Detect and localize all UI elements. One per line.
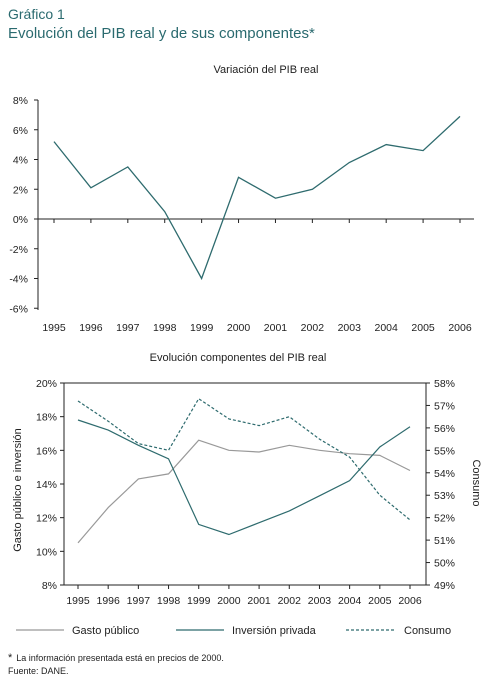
chart1-y-tick-label: 2% xyxy=(13,184,28,196)
chart1-y-tick-label: 4% xyxy=(13,155,28,167)
chart2-y-left-tick-label: 10% xyxy=(36,546,57,558)
chart1-x-tick-label: 1997 xyxy=(116,322,140,334)
chart1-x-tick-label: 2005 xyxy=(411,322,435,334)
chart2-y-right-tick-label: 57% xyxy=(434,400,455,412)
figure-label: Gráfico 1 xyxy=(8,6,65,22)
chart2-title: Evolución componentes del PIB real xyxy=(150,352,327,364)
chart2-y-left-tick-label: 18% xyxy=(36,412,57,424)
figure-title: Evolución del PIB real y de sus componen… xyxy=(8,25,315,42)
chart2-x-tick-label: 2000 xyxy=(217,595,241,607)
footnote-source: Fuente: DANE. xyxy=(8,666,69,676)
chart2-y-right-tick-label: 49% xyxy=(434,580,455,592)
legend-label-gasto: Gasto público xyxy=(72,625,139,637)
chart1-y-tick-label: -4% xyxy=(9,274,28,286)
chart1-x-tick-label: 2002 xyxy=(301,322,325,334)
chart2-x-tick-label: 1997 xyxy=(127,595,151,607)
chart2-y-right-title: Consumo xyxy=(470,459,482,506)
chart1-y-tick-label: -2% xyxy=(9,244,28,256)
chart1-x-tick-label: 2000 xyxy=(227,322,251,334)
chart1-x-tick-label: 1999 xyxy=(190,322,214,334)
chart2-x-tick-label: 2003 xyxy=(308,595,332,607)
chart1-x-tick-label: 2006 xyxy=(448,322,472,334)
chart2-x-tick-label: 1996 xyxy=(97,595,121,607)
chart2-y-right-tick-label: 50% xyxy=(434,558,455,570)
chart2-x-tick-label: 2001 xyxy=(247,595,271,607)
chart2-y-left-tick-label: 16% xyxy=(36,445,57,457)
legend: Gasto público Inversión privada Consumo xyxy=(16,625,451,637)
chart2-y-left-tick-label: 12% xyxy=(36,513,57,525)
legend-label-consumo: Consumo xyxy=(404,625,451,637)
chart2-series-gasto-publico xyxy=(77,439,411,544)
chart2-y-right-tick-label: 56% xyxy=(434,423,455,435)
chart1-y-tick-label: 6% xyxy=(13,125,28,137)
footnote-asterisk: * xyxy=(8,652,13,664)
chart1-x-tick-label: 1998 xyxy=(153,322,177,334)
chart2-plot-frame xyxy=(63,382,427,586)
legend-label-inversion: Inversión privada xyxy=(232,625,317,637)
chart1-title: Variación del PIB real xyxy=(214,64,319,76)
chart2-x-tick-label: 1999 xyxy=(187,595,211,607)
chart2-y-right-tick-label: 54% xyxy=(434,468,455,480)
chart2-y-left-tick-label: 14% xyxy=(36,479,57,491)
chart1-y-tick-label: 8% xyxy=(13,95,28,107)
chart2-series-consumo xyxy=(77,397,411,521)
footnote-note-text: La información presentada está en precio… xyxy=(16,653,224,663)
chart2-y-left-tick-label: 20% xyxy=(36,378,57,390)
chart1-series-line xyxy=(53,115,461,281)
chart2-x-tick-label: 1998 xyxy=(157,595,181,607)
footnote-note: * La información presentada está en preci… xyxy=(8,652,224,664)
chart2-y-right-tick-label: 53% xyxy=(434,490,455,502)
chart1-x-tick-label: 2001 xyxy=(264,322,288,334)
chart2-y-right-tick-label: 55% xyxy=(434,445,455,457)
chart2-x-tick-label: 1995 xyxy=(66,595,90,607)
chart1-y-tick-label: 0% xyxy=(13,214,28,226)
chart2-y-right-tick-label: 58% xyxy=(434,378,455,390)
chart2-y-left-tick-label: 8% xyxy=(42,580,57,592)
chart1-x-tick-label: 2003 xyxy=(338,322,362,334)
chart1-x-tick-label: 1995 xyxy=(42,322,66,334)
chart2-y-left-title: Gasto público e inversión xyxy=(12,428,24,552)
chart1-x-tick-label: 1996 xyxy=(79,322,103,334)
chart1-y-tick-label: -6% xyxy=(9,303,28,315)
chart2-series-inversion-privada xyxy=(77,419,411,536)
chart2-y-right-tick-label: 52% xyxy=(434,513,455,525)
chart2-x-tick-label: 2002 xyxy=(278,595,302,607)
chart2-x-tick-label: 2005 xyxy=(368,595,392,607)
chart2-y-right-tick-label: 51% xyxy=(434,535,455,547)
chart2-x-tick-label: 2004 xyxy=(338,595,362,607)
chart2-x-tick-label: 2006 xyxy=(398,595,422,607)
chart1-x-tick-label: 2004 xyxy=(375,322,399,334)
